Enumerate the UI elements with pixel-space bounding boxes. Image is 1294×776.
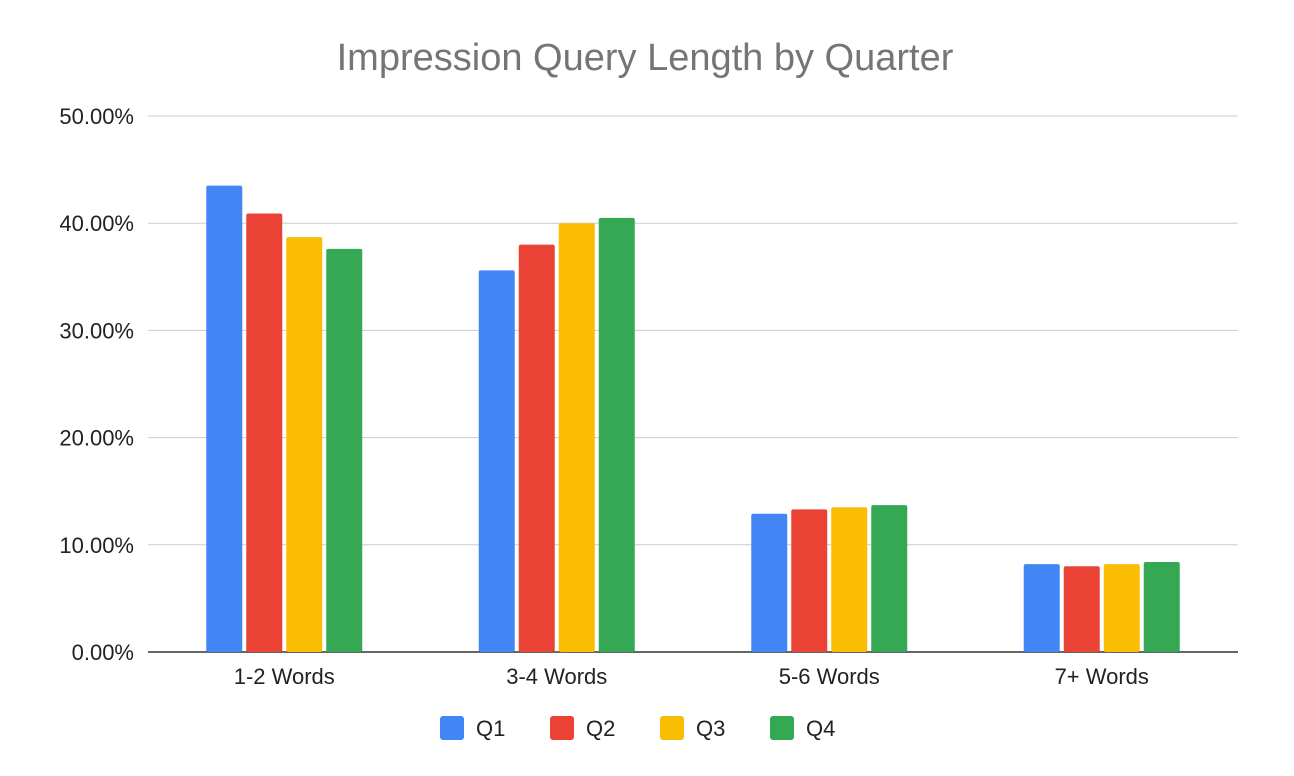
legend-swatch-q4 [770,716,794,740]
x-tick-label: 7+ Words [1055,664,1149,689]
bar-q2-4 [1063,566,1100,652]
x-axis-tick-labels: 1-2 Words 3-4 Words 5-6 Words 7+ Words [234,664,1149,689]
x-tick-label: 5-6 Words [779,664,880,689]
bar-q3-2 [558,223,595,652]
legend-label-q3: Q3 [696,716,725,741]
y-tick-label: 40.00% [59,211,134,236]
y-tick-label: 10.00% [59,533,134,558]
bar-q4-2 [598,217,635,652]
legend-label-q4: Q4 [806,716,835,741]
legend-label-q2: Q2 [586,716,615,741]
y-tick-label: 0.00% [72,640,134,665]
y-tick-label: 30.00% [59,318,134,343]
bar-q2-1 [246,213,283,652]
bar-q4-3 [871,505,908,652]
x-tick-label: 3-4 Words [506,664,607,689]
bar-q3-4 [1103,564,1140,652]
legend-swatch-q2 [550,716,574,740]
y-tick-label: 50.00% [59,104,134,129]
bar-q1-3 [751,513,788,652]
y-axis-tick-labels: 0.00% 10.00% 20.00% 30.00% 40.00% 50.00% [59,104,134,665]
bar-q1-2 [478,270,515,652]
bar-q4-4 [1143,561,1180,652]
bar-q3-1 [286,237,323,653]
legend-swatch-q1 [440,716,464,740]
legend: Q1 Q2 Q3 Q4 [440,716,835,741]
bar-q4-1 [326,248,363,653]
x-tick-label: 1-2 Words [234,664,335,689]
bar-q2-2 [518,244,555,652]
bars [206,185,1180,653]
bar-q1-4 [1023,564,1060,652]
bar-q3-3 [831,507,868,652]
legend-swatch-q3 [660,716,684,740]
y-tick-label: 20.00% [59,426,134,451]
legend-label-q1: Q1 [476,716,505,741]
chart-title: Impression Query Length by Quarter [337,37,954,79]
bar-q2-3 [791,509,828,652]
bar-q1-1 [206,185,243,652]
